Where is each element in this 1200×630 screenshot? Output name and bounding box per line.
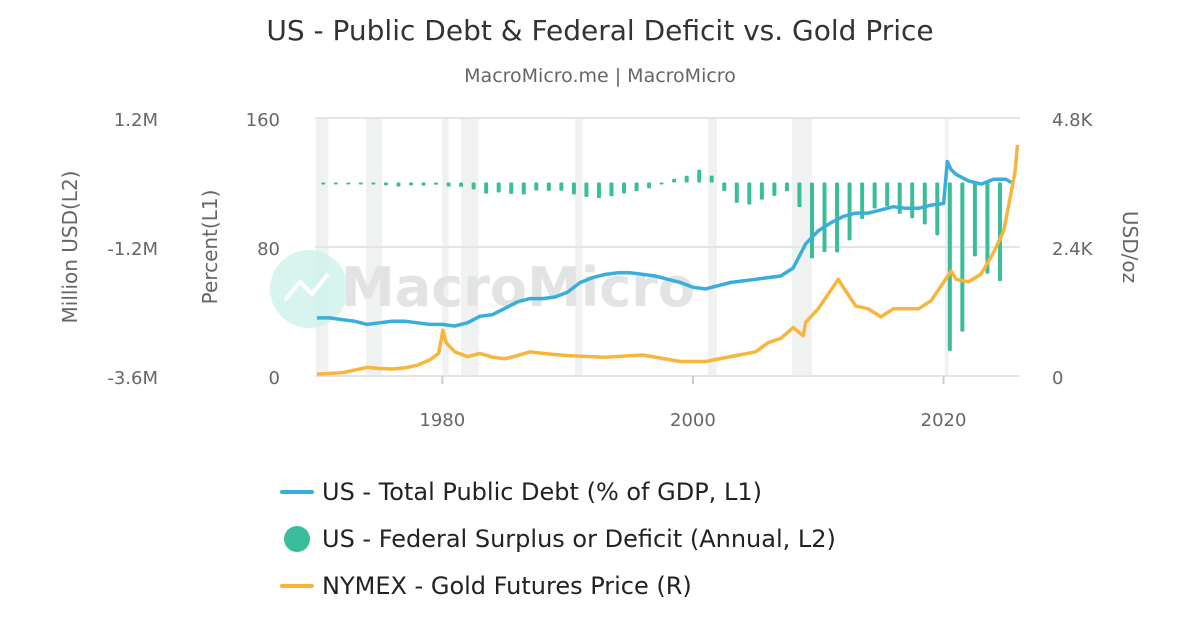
line-swatch-icon [280,489,314,494]
l2-tick-label: -3.6M [107,368,158,389]
l2-tick-label: 1.2M [114,110,158,131]
deficit-bar [822,182,827,253]
deficit-bar [496,182,501,193]
deficit-bar [697,169,702,183]
deficit-bar [797,182,802,208]
deficit-bar [584,182,589,197]
legend-label: US - Total Public Debt (% of GDP, L1) [322,477,762,506]
deficit-bar [459,182,464,187]
deficit-bar [622,182,627,194]
l2-tick-label: -1.2M [107,239,158,260]
line-swatch-icon [280,583,314,588]
watermark-text: MacroMicro [341,256,695,319]
deficit-bar [333,182,338,185]
deficit-bar [647,182,652,189]
deficit-bar [609,182,614,197]
axis-label-l1: Percent(L1) [198,190,222,305]
public-debt-line [317,159,1013,328]
deficit-bar [910,182,915,219]
legend: US - Total Public Debt (% of GDP, L1) US… [280,468,836,609]
deficit-bar [471,182,476,190]
x-tick-label: 2000 [670,410,716,431]
deficit-bar [809,182,814,259]
deficit-bar [722,182,727,191]
chart-title: US - Public Debt & Federal Deficit vs. G… [266,14,934,47]
deficit-bar [421,182,426,186]
deficit-bar [321,182,326,185]
axis-label-l2: Million USD(L2) [58,171,82,324]
right-tick-label: 4.8K [1052,110,1094,131]
deficit-bar [571,182,576,195]
l1-tick-label: 80 [257,239,280,260]
deficit-bar [371,182,376,185]
l1-tick-label: 0 [269,368,280,389]
deficit-bar [346,182,351,185]
deficit-bar [872,182,877,209]
deficit-bar [947,182,952,351]
deficit-bar [596,182,601,199]
deficit-bar [709,175,714,183]
deficit-bar [784,182,789,192]
deficit-bar [358,182,363,185]
watermark-chart-icon [283,272,330,302]
x-tick-label: 1980 [419,410,465,431]
deficit-bar [446,182,451,187]
legend-item-debt[interactable]: US - Total Public Debt (% of GDP, L1) [280,468,836,515]
circle-swatch-icon [284,525,310,552]
deficit-bar [747,182,752,205]
deficit-bar [634,182,639,192]
deficit-bar [484,182,489,194]
deficit-bar [835,182,840,253]
deficit-bar [772,182,777,196]
deficit-bar [672,178,677,183]
legend-label: NYMEX - Gold Futures Price (R) [322,571,692,600]
deficit-bar [534,182,539,191]
deficit-bar [559,182,564,191]
deficit-bar [396,182,401,187]
legend-item-deficit[interactable]: US - Federal Surplus or Deficit (Annual,… [280,515,836,562]
deficit-bar [659,182,664,185]
deficit-bar [922,182,927,225]
deficit-bar [546,182,551,191]
deficit-bar [985,182,990,274]
deficit-bar [684,175,689,183]
watermark: MacroMicro [270,250,695,328]
gold-price-line [316,144,1020,376]
deficit-bar [860,182,865,220]
axis-label-right: USD/oz [1118,211,1142,283]
deficit-bar [847,182,852,241]
legend-label: US - Federal Surplus or Deficit (Annual,… [322,524,836,553]
deficit-bar [885,182,890,207]
deficit-bar [972,182,977,257]
deficit-bar [997,182,1002,282]
deficit-bar [935,182,940,236]
deficit-bar [759,182,764,200]
legend-item-gold[interactable]: NYMEX - Gold Futures Price (R) [280,562,836,609]
chart-subtitle: MacroMicro.me | MacroMicro [464,65,736,87]
l1-tick-label: 160 [246,110,280,131]
deficit-bar [734,182,739,203]
deficit-bar [960,182,965,332]
deficit-bar [434,182,439,185]
deficit-bar [408,182,413,186]
right-tick-label: 0 [1052,368,1063,389]
right-tick-label: 2.4K [1052,239,1094,260]
x-tick-label: 2020 [921,410,967,431]
deficit-bar [521,182,526,195]
deficit-bar [383,182,388,186]
deficit-bar [509,182,514,194]
